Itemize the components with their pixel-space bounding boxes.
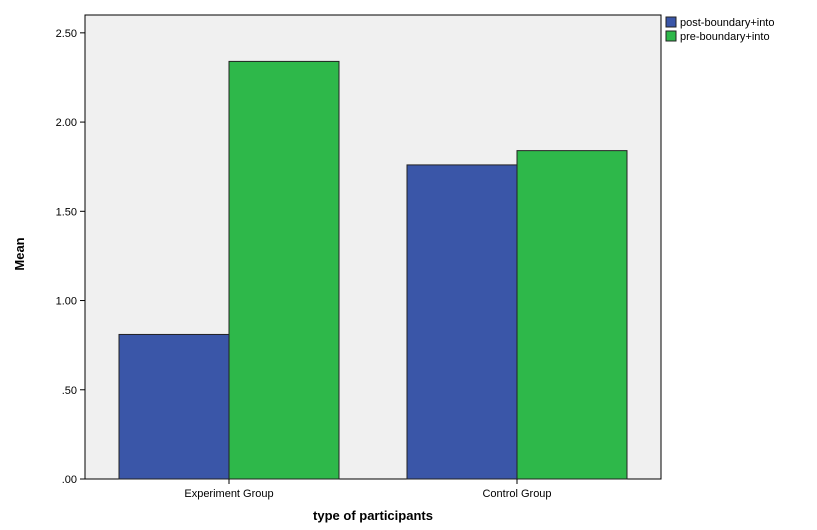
bar-0-0 [118, 333, 230, 480]
x-tick-label: Control Group [482, 488, 551, 500]
x-axis: Experiment Group Control Group [184, 479, 552, 500]
y-tick-label: 2.00 [56, 117, 77, 129]
y-tick-label: 1.50 [56, 206, 77, 218]
y-tick-label: 1.00 [56, 296, 77, 308]
y-tick-label: 2.50 [56, 28, 77, 40]
bar-1-0 [406, 164, 518, 480]
legend-label: pre-boundary+into [680, 31, 770, 43]
legend-swatch [665, 16, 677, 28]
legend: post-boundary+into pre-boundary+into [665, 16, 774, 43]
legend-label: post-boundary+into [680, 17, 774, 29]
bars [118, 60, 628, 480]
bar-1-1 [516, 150, 628, 480]
y-tick-label: .00 [62, 474, 77, 486]
x-tick-label: Experiment Group [184, 488, 273, 500]
bar-0-1 [228, 60, 340, 480]
y-axis: .00 .50 1.00 1.50 2.00 2.50 [56, 28, 85, 486]
legend-swatch [665, 30, 677, 42]
x-axis-title: type of participants [313, 508, 433, 523]
y-axis-title: Mean [12, 237, 27, 270]
y-tick-label: .50 [62, 385, 77, 397]
